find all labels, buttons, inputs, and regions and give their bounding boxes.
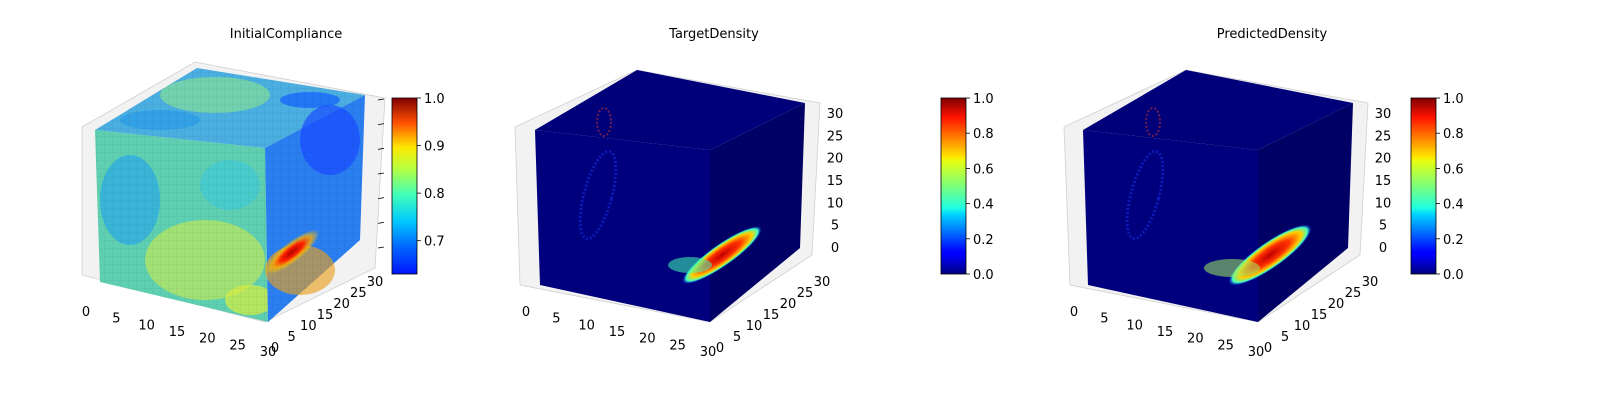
colorbar-tick-label: 1.0 — [1443, 92, 1464, 107]
y-tick-label: 30 — [367, 275, 384, 290]
colorbar-tick-label: 0.2 — [973, 233, 994, 248]
x-tick-label: 15 — [609, 325, 626, 340]
z-tick-label: 25 — [1375, 129, 1392, 144]
z-tick-label: 25 — [827, 129, 844, 144]
z-tick-label: 30 — [1375, 107, 1392, 122]
z-tick-label: 5 — [1379, 219, 1387, 234]
x-tick-label: 5 — [112, 312, 120, 327]
chart-title: TargetDensity — [668, 27, 759, 42]
x-tick-label: 20 — [1187, 332, 1204, 347]
y-tick-label: 10 — [1294, 319, 1311, 334]
y-tick-label: 20 — [1328, 297, 1345, 312]
y-tick-label: 0 — [716, 341, 724, 356]
z-tick-label: 15 — [827, 174, 844, 189]
y-tick-label: 15 — [317, 308, 334, 323]
x-tick-label: 0 — [522, 305, 530, 320]
x-tick-label: 25 — [229, 338, 246, 353]
z-tick-label: 20 — [827, 152, 844, 167]
colorbar-tick-label: 0.4 — [1443, 198, 1464, 213]
colorbar-tick-label: 0.8 — [973, 127, 994, 142]
colorbar-tick-label: 0.8 — [424, 187, 445, 202]
colorbar — [1410, 97, 1437, 275]
x-tick-label: 5 — [552, 312, 560, 327]
z-tick-mark — [377, 98, 385, 101]
x-tick-label: 0 — [1070, 305, 1078, 320]
x-tick-label: 0 — [82, 305, 90, 320]
z-tick-mark — [377, 197, 385, 200]
y-tick-label: 5 — [288, 330, 296, 345]
x-tick-label: 20 — [199, 332, 216, 347]
colorbar-tick-label: 0.0 — [1443, 268, 1464, 283]
z-tick-mark — [377, 221, 385, 224]
colorbar-tick-label: 0.6 — [1443, 162, 1464, 177]
y-tick-label: 20 — [780, 297, 797, 312]
colorbar-tick-label: 1.0 — [424, 92, 445, 107]
z-tick-mark — [377, 123, 385, 126]
y-tick-label: 10 — [746, 319, 763, 334]
x-tick-label: 20 — [639, 332, 656, 347]
x-tick-label: 25 — [669, 338, 686, 353]
x-tick-label: 10 — [578, 318, 595, 333]
z-tick-label: 10 — [1375, 196, 1392, 211]
x-tick-label: 30 — [1248, 345, 1265, 360]
chart-title: PredictedDensity — [1217, 27, 1328, 42]
colorbar-tick-label: 0.2 — [1443, 233, 1464, 248]
y-tick-label: 15 — [763, 308, 780, 323]
z-tick-mark — [377, 246, 385, 249]
z-tick-label: 20 — [1375, 152, 1392, 167]
y-tick-label: 0 — [271, 341, 279, 356]
colorbar-tick-label: 0.0 — [973, 268, 994, 283]
z-tick-label: 5 — [831, 219, 839, 234]
x-tick-label: 10 — [1126, 318, 1143, 333]
x-tick-label: 25 — [1217, 338, 1234, 353]
y-tick-label: 30 — [814, 275, 831, 290]
x-tick-label: 5 — [1100, 312, 1108, 327]
z-tick-mark — [377, 147, 385, 150]
z-tick-label: 15 — [1375, 174, 1392, 189]
chart-title: InitialCompliance — [230, 27, 343, 42]
z-tick-label: 30 — [827, 107, 844, 122]
z-tick-mark — [377, 172, 385, 175]
y-tick-label: 25 — [797, 286, 814, 301]
x-tick-label: 10 — [138, 318, 155, 333]
y-tick-label: 20 — [333, 297, 350, 312]
y-tick-label: 5 — [1281, 330, 1289, 345]
panel-predicted-density: PredictedDensity 0 5 10 15 20 25 30 0510152025… — [1063, 27, 1464, 360]
x-tick-label: 30 — [260, 345, 277, 360]
y-tick-label: 30 — [1362, 275, 1379, 290]
colorbar — [391, 97, 418, 275]
panel-initial-compliance: InitialCompliance 0 5 10 15 20 25 30 051015202… — [81, 27, 445, 360]
z-tick-label: 0 — [1379, 241, 1387, 256]
z-tick-label: 0 — [831, 241, 839, 256]
y-tick-label: 25 — [350, 286, 367, 301]
colorbar-tick-label: 0.6 — [973, 162, 994, 177]
colorbar-tick-label: 0.4 — [973, 198, 994, 213]
y-tick-label: 10 — [300, 319, 317, 334]
y-tick-label: 0 — [1264, 341, 1272, 356]
colorbar-tick-label: 0.8 — [1443, 127, 1464, 142]
colorbar-tick-label: 0.9 — [424, 140, 445, 155]
colorbar-tick-label: 1.0 — [973, 92, 994, 107]
colorbar — [940, 97, 967, 275]
x-tick-label: 30 — [700, 345, 717, 360]
panel-target-density: TargetDensity 0 5 10 15 20 25 30 051015202530 … — [514, 27, 994, 360]
z-tick-label: 10 — [827, 196, 844, 211]
colorbar-tick-label: 0.7 — [424, 235, 445, 250]
y-tick-label: 5 — [733, 330, 741, 345]
y-tick-label: 25 — [1345, 286, 1362, 301]
x-tick-label: 15 — [169, 325, 186, 340]
y-tick-label: 15 — [1311, 308, 1328, 323]
x-tick-label: 15 — [1157, 325, 1174, 340]
